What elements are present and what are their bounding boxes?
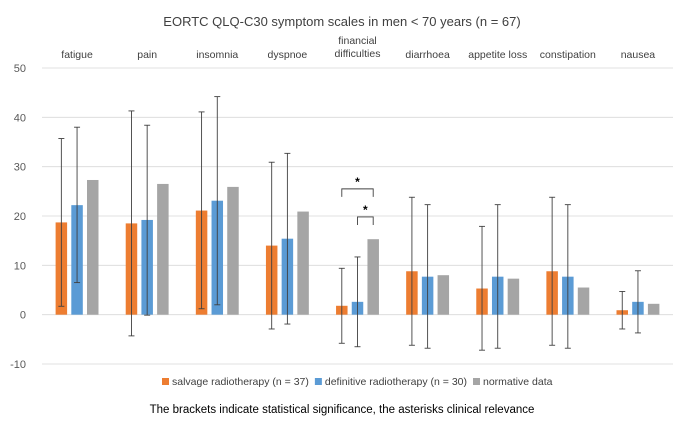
significance-asterisk: *	[355, 175, 360, 189]
bar	[437, 275, 450, 315]
y-tick-label: 0	[20, 310, 26, 322]
category-label: diarrhoea	[405, 49, 450, 61]
legend-swatch	[314, 378, 322, 385]
y-tick-label: 50	[14, 63, 26, 75]
y-tick-label: -10	[10, 359, 26, 371]
significance-bracket	[341, 188, 374, 197]
bar	[647, 303, 660, 315]
chart-title: EORTC QLQ-C30 symptom scales in men < 70…	[163, 14, 520, 29]
category-label: nausea	[621, 49, 656, 61]
category-label: financial	[338, 35, 377, 47]
legend-label: normative data	[483, 376, 553, 388]
category-label: insomnia	[196, 49, 238, 61]
category-label: dyspnoe	[268, 49, 308, 61]
y-tick-label: 40	[14, 112, 26, 124]
y-tick-label: 30	[14, 162, 26, 174]
significance-asterisk: *	[363, 203, 368, 217]
bar	[157, 183, 169, 315]
bar	[87, 179, 99, 315]
legend-label: salvage radiotherapy (n = 37)	[172, 376, 309, 388]
legend-label: definitive radiotherapy (n = 30)	[325, 376, 467, 388]
y-tick-label: 20	[14, 211, 26, 223]
y-tick-label: 10	[14, 260, 26, 272]
chart-footnote: The brackets indicate statistical signif…	[150, 404, 535, 416]
category-label: pain	[137, 49, 157, 61]
significance-bracket	[357, 216, 374, 225]
bar	[577, 287, 590, 315]
category-label: fatigue	[61, 49, 93, 61]
bar	[507, 278, 520, 315]
category-label: constipation	[540, 49, 596, 61]
bar	[367, 239, 379, 315]
category-label: difficulties	[335, 48, 381, 60]
legend-swatch	[162, 378, 169, 385]
category-label: appetite loss	[468, 49, 527, 61]
legend-swatch	[473, 378, 480, 385]
bar	[227, 186, 239, 315]
bar	[297, 211, 309, 315]
